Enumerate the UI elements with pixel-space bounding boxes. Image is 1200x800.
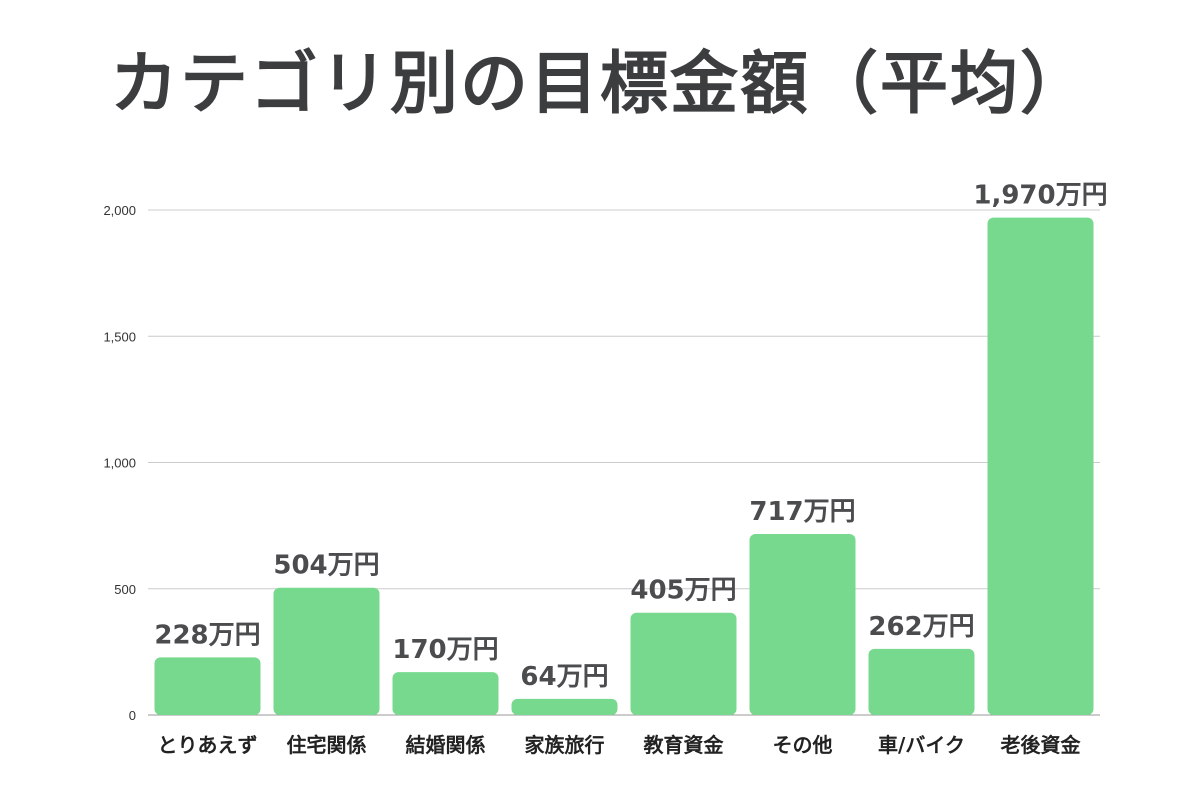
x-tick-label: 結婚関係 (406, 733, 486, 757)
bar (273, 587, 380, 715)
y-tick-label: 500 (114, 582, 136, 597)
x-tick-label: 老後資金 (1001, 733, 1082, 757)
y-tick-label: 1,500 (103, 329, 136, 344)
bar (511, 698, 618, 715)
bar (154, 657, 261, 715)
data-label: 1,970万円 (973, 181, 1107, 211)
data-label: 262万円 (868, 612, 974, 642)
data-label: 64万円 (520, 662, 608, 692)
x-tick-label: 住宅関係 (287, 733, 367, 757)
bar (987, 217, 1094, 715)
data-label: 228万円 (154, 620, 260, 650)
x-tick-label: 教育資金 (644, 733, 725, 757)
data-label: 717万円 (749, 497, 855, 527)
x-tick-label: 車/バイク (878, 733, 965, 757)
y-tick-label: 2,000 (103, 203, 136, 218)
y-tick-label: 1,000 (103, 456, 136, 471)
x-tick-label: 家族旅行 (525, 733, 605, 757)
y-tick-label: 0 (129, 708, 136, 723)
data-label: 504万円 (273, 551, 379, 581)
bar (392, 672, 499, 715)
data-label: 170万円 (392, 635, 498, 665)
bar (630, 612, 737, 715)
data-label: 405万円 (630, 576, 736, 606)
chart-title: カテゴリ別の目標金額（平均） (109, 45, 1090, 124)
bar (749, 533, 856, 715)
bar (868, 648, 975, 715)
x-tick-label: その他 (773, 733, 833, 757)
x-tick-label: とりあえず (158, 733, 258, 757)
